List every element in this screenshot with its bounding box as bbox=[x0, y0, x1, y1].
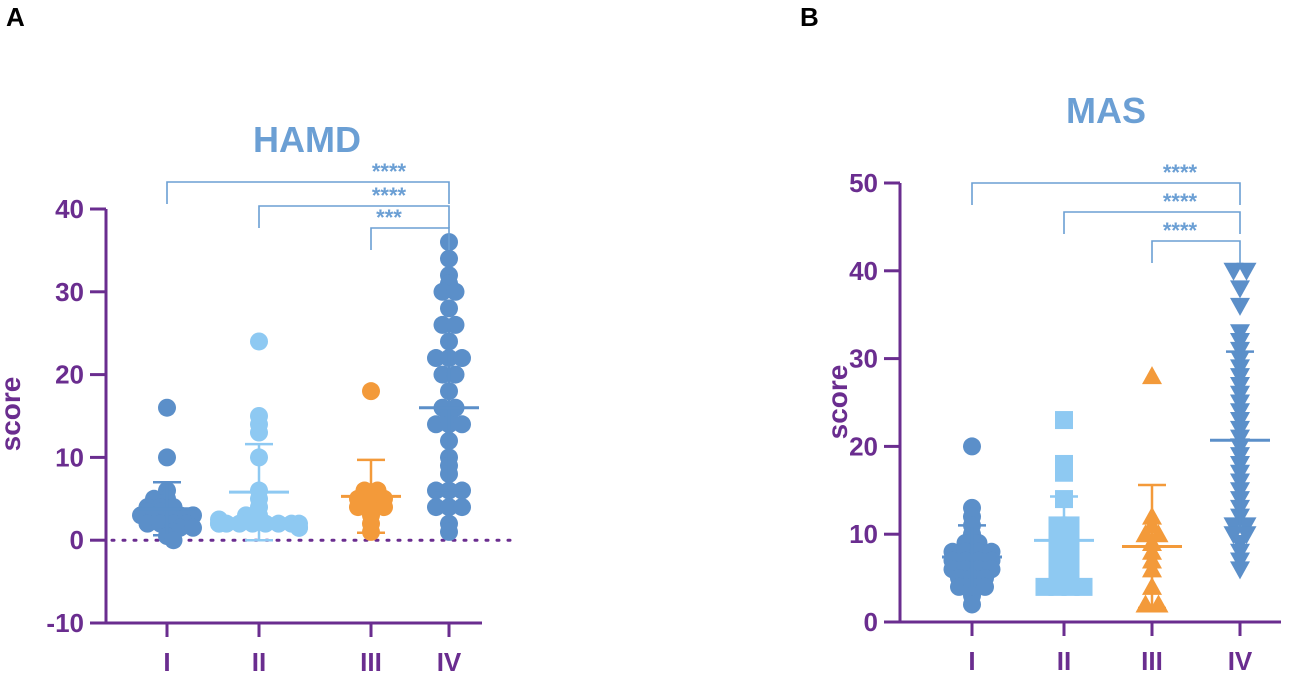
bracket-line bbox=[971, 182, 1241, 205]
data-point bbox=[427, 415, 445, 434]
x-tick-label: I bbox=[163, 647, 170, 673]
significance-bracket: **** bbox=[1151, 218, 1241, 263]
data-point bbox=[362, 382, 380, 401]
x-tick-label: II bbox=[1057, 646, 1071, 673]
significance-label: **** bbox=[372, 159, 407, 184]
significance-label: **** bbox=[1163, 218, 1198, 243]
data-point bbox=[950, 577, 968, 596]
significance-bracket: **** bbox=[258, 183, 450, 228]
data-point bbox=[1074, 577, 1093, 596]
data-point bbox=[184, 518, 202, 537]
y-tick-label: 10 bbox=[849, 519, 878, 549]
data-point bbox=[138, 514, 157, 533]
data-point bbox=[963, 437, 981, 456]
x-tick-label: III bbox=[1141, 646, 1163, 673]
data-point bbox=[440, 498, 458, 517]
data-point bbox=[290, 518, 308, 537]
data-point bbox=[1055, 411, 1073, 430]
series-IV bbox=[419, 233, 479, 541]
y-tick-label: -10 bbox=[46, 608, 84, 638]
x-tick-label: III bbox=[360, 647, 382, 673]
data-point bbox=[963, 595, 981, 614]
series-III bbox=[341, 382, 401, 541]
series-IV bbox=[1210, 262, 1270, 580]
chart-title: MAS bbox=[1066, 90, 1146, 131]
data-point bbox=[349, 498, 367, 517]
y-tick-label: 0 bbox=[864, 607, 878, 637]
data-point bbox=[217, 514, 236, 533]
significance-bracket: **** bbox=[1063, 189, 1241, 234]
x-tick-label: I bbox=[968, 646, 975, 673]
data-point bbox=[440, 522, 458, 541]
bracket-line bbox=[166, 181, 450, 204]
data-point bbox=[976, 577, 994, 596]
series-III bbox=[1122, 366, 1182, 613]
data-point bbox=[453, 415, 471, 434]
significance-bracket: *** bbox=[370, 205, 450, 250]
y-axis-label: score bbox=[0, 377, 26, 452]
data-point bbox=[446, 282, 465, 301]
bracket-line bbox=[370, 227, 450, 250]
significance-label: **** bbox=[372, 183, 407, 208]
data-point bbox=[375, 498, 393, 517]
data-point bbox=[1236, 262, 1257, 281]
data-point bbox=[1055, 463, 1073, 482]
data-point bbox=[256, 514, 275, 533]
x-tick-label: IV bbox=[1228, 646, 1253, 673]
data-point bbox=[1230, 280, 1250, 299]
y-tick-label: 20 bbox=[55, 360, 84, 390]
y-tick-label: 40 bbox=[849, 256, 878, 286]
x-tick-label: II bbox=[252, 647, 266, 673]
panel-label-a: A bbox=[6, 2, 25, 32]
bracket-line bbox=[1151, 240, 1241, 263]
data-point bbox=[453, 498, 471, 517]
y-tick-label: 40 bbox=[55, 194, 84, 224]
data-point bbox=[446, 315, 465, 334]
data-point bbox=[1142, 366, 1162, 385]
chart-title: HAMD bbox=[253, 119, 361, 160]
data-point bbox=[230, 514, 249, 533]
y-axis-label: score bbox=[822, 365, 853, 440]
y-tick-label: 30 bbox=[849, 344, 878, 374]
data-point bbox=[1230, 297, 1250, 316]
data-point bbox=[427, 349, 445, 368]
data-point bbox=[269, 514, 288, 533]
data-point bbox=[440, 249, 458, 268]
data-point bbox=[453, 349, 471, 368]
data-point bbox=[1230, 561, 1250, 580]
y-tick-label: 0 bbox=[70, 525, 84, 555]
panel-label-b: B bbox=[800, 2, 819, 32]
data-point bbox=[446, 365, 465, 384]
data-point bbox=[158, 448, 176, 467]
series-I bbox=[942, 437, 1002, 614]
data-point bbox=[433, 315, 452, 334]
data-point bbox=[250, 332, 268, 351]
data-point bbox=[243, 514, 262, 533]
significance-bracket: **** bbox=[166, 159, 450, 204]
data-point bbox=[250, 423, 268, 442]
x-tick-label: IV bbox=[437, 647, 462, 673]
bracket-line bbox=[258, 205, 450, 228]
significance-label: **** bbox=[1163, 189, 1198, 214]
series-II bbox=[210, 332, 308, 542]
data-point bbox=[158, 398, 176, 417]
y-tick-label: 10 bbox=[55, 442, 84, 472]
bracket-line bbox=[1063, 211, 1241, 234]
significance-label: *** bbox=[376, 205, 402, 230]
y-tick-label: 30 bbox=[55, 277, 84, 307]
data-point bbox=[427, 498, 445, 517]
data-point bbox=[1223, 262, 1244, 281]
data-point bbox=[440, 299, 458, 318]
significance-label: **** bbox=[1163, 160, 1198, 185]
series-I bbox=[132, 398, 202, 550]
y-tick-label: 20 bbox=[849, 431, 878, 461]
data-point bbox=[433, 282, 452, 301]
significance-bracket: **** bbox=[971, 160, 1241, 205]
y-tick-label: 50 bbox=[849, 168, 878, 198]
data-point bbox=[433, 365, 452, 384]
series-II bbox=[1034, 411, 1094, 596]
